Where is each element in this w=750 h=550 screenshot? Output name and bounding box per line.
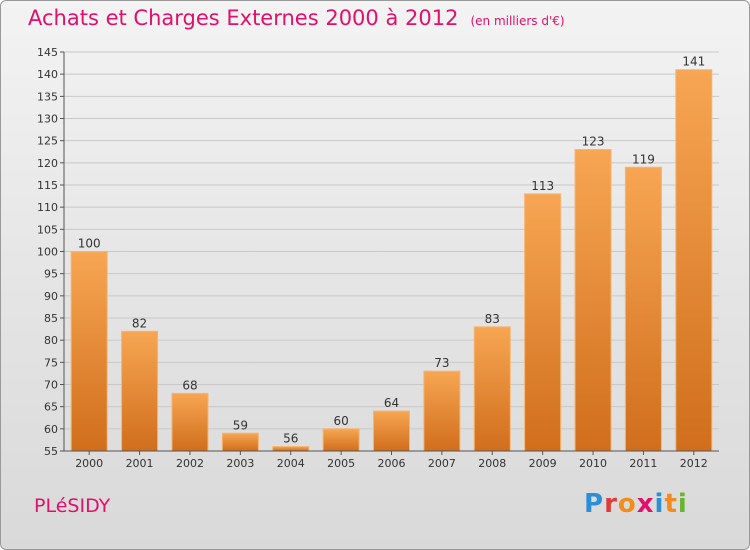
logo-letter: r <box>604 489 618 519</box>
chart-title: Achats et Charges Externes 2000 à 2012 (e… <box>28 6 565 30</box>
chart-title-text: Achats et Charges Externes 2000 à 2012 <box>28 6 459 30</box>
y-tick-label: 120 <box>37 157 58 170</box>
grid-lines <box>64 51 719 452</box>
commune-name: PLéSIDY <box>34 495 111 517</box>
bar-value-label: 56 <box>283 432 298 446</box>
bar-2003 <box>221 432 259 452</box>
bar-2010 <box>574 149 612 452</box>
bar-value-label: 73 <box>434 356 449 370</box>
x-tick-label: 2011 <box>629 457 657 470</box>
bar-value-label: 59 <box>233 418 248 432</box>
x-tick-label: 2008 <box>478 457 506 470</box>
bar-value-label: 83 <box>485 312 500 326</box>
bar-value-label: 141 <box>682 55 705 69</box>
bar-2004 <box>272 446 310 452</box>
logo-letter: i <box>654 489 665 519</box>
bar-2001 <box>121 330 159 452</box>
x-tick-label: 2000 <box>75 457 103 470</box>
y-tick-label: 125 <box>37 135 58 148</box>
bar-value-label: 82 <box>132 316 147 330</box>
logo-letter: x <box>636 489 655 519</box>
logo-letter: o <box>617 489 637 519</box>
x-tick-label: 2010 <box>579 457 607 470</box>
y-tick-label: 95 <box>44 268 58 281</box>
bar-2011 <box>624 166 662 452</box>
y-axis: 55 60 65 70 75 80 85 90 95 100 105 110 115 120 125 130 1… <box>37 46 65 458</box>
bar-2002 <box>171 392 209 452</box>
x-tick-label: 2003 <box>226 457 254 470</box>
x-tick-label: 2001 <box>126 457 154 470</box>
bar-2008 <box>473 326 511 452</box>
x-tick-label: 2009 <box>529 457 557 470</box>
x-tick-label: 2007 <box>428 457 456 470</box>
bar-2012 <box>675 69 713 452</box>
x-tick-label: 2005 <box>327 457 355 470</box>
logo-letter: i <box>677 489 688 519</box>
chart-subtitle: (en milliers d'€) <box>470 14 565 28</box>
y-tick-label: 110 <box>37 201 58 214</box>
y-tick-label: 130 <box>37 113 58 126</box>
bar-2006 <box>373 410 410 452</box>
y-tick-label: 85 <box>44 312 58 325</box>
logo-letter: t <box>664 489 678 519</box>
y-tick-label: 65 <box>44 401 58 414</box>
x-axis: 2000 2001 2002 2003 2004 2005 2006 2007 2008 2009… <box>64 450 719 470</box>
bar-value-label: 100 <box>78 237 101 251</box>
bar-2007 <box>423 370 461 452</box>
x-tick-label: 2002 <box>176 457 204 470</box>
bar-2009 <box>524 193 562 452</box>
bar-value-label: 60 <box>333 414 348 428</box>
y-tick-label: 70 <box>44 379 58 392</box>
y-tick-label: 105 <box>37 223 58 236</box>
x-tick-label: 2004 <box>277 457 305 470</box>
bar-value-label: 113 <box>531 179 554 193</box>
bars: 100 82 68 59 56 60 64 73 83 113 123 119 141 <box>70 55 713 452</box>
y-tick-label: 80 <box>44 334 58 347</box>
y-tick-label: 135 <box>37 90 58 103</box>
y-tick-label: 60 <box>44 423 58 436</box>
y-tick-label: 55 <box>44 445 58 458</box>
proxiti-logo: Proxiti <box>584 489 688 519</box>
bar-value-label: 119 <box>632 152 655 166</box>
y-tick-label: 90 <box>44 290 58 303</box>
bar-value-label: 64 <box>384 396 399 410</box>
y-tick-label: 145 <box>37 46 58 59</box>
bar-2000 <box>70 251 108 452</box>
bar-value-label: 123 <box>582 135 605 149</box>
logo-letter: P <box>584 489 605 519</box>
x-tick-label: 2012 <box>680 457 708 470</box>
bar-2005 <box>322 428 360 452</box>
bar-value-label: 68 <box>182 378 197 392</box>
y-tick-label: 75 <box>44 356 58 369</box>
y-tick-label: 140 <box>37 68 58 81</box>
y-tick-label: 115 <box>37 179 58 192</box>
y-tick-label: 100 <box>37 246 58 259</box>
x-tick-label: 2006 <box>378 457 406 470</box>
